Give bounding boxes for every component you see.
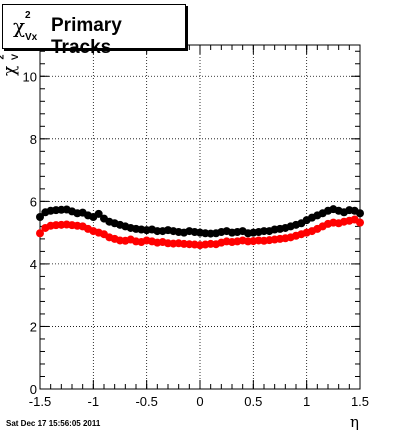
y-axis-label-symbol: χ [0, 65, 20, 76]
x-tick-label: 1 [303, 394, 310, 409]
y-tick-label: 8 [30, 132, 37, 147]
x-tick-label: -1.5 [29, 394, 51, 409]
data-points [36, 205, 364, 250]
data-point [356, 209, 364, 218]
data-point [94, 209, 103, 218]
tick-labels: -1.5 -1 -0.5 0 0.5 1 1.5 0 2 4 6 8 10 [23, 69, 370, 409]
title-chi-symbol: χ [13, 14, 26, 38]
y-axis-label-superscript: 2 [0, 54, 6, 59]
title-superscript: 2 [25, 10, 31, 21]
x-tick-label: 0 [196, 394, 203, 409]
data-point [356, 218, 364, 227]
x-tick-label: 1.5 [351, 394, 369, 409]
y-tick-label: 4 [30, 257, 37, 272]
data-point [36, 229, 44, 238]
chart-title: Primary Tracks [51, 15, 122, 58]
x-tick-label: 0.5 [244, 394, 262, 409]
y-axis-label-subscript: V [10, 53, 21, 61]
title-box: χ 2 Vx Primary Tracks [2, 4, 186, 58]
y-tick-label: 10 [23, 69, 37, 84]
y-axis-label: χ 2 V [0, 52, 21, 82]
y-tick-label: 2 [30, 319, 37, 334]
y-tick-label: 0 [30, 382, 37, 397]
timestamp-footer: Sat Dec 17 15:56:05 2011 [6, 419, 101, 428]
y-tick-label: 6 [30, 194, 37, 209]
x-tick-label: -1 [88, 394, 100, 409]
x-axis-label: η [350, 413, 359, 431]
title-subscript: Vx [25, 32, 38, 43]
data-point [36, 213, 44, 221]
x-tick-label: -0.5 [135, 394, 157, 409]
